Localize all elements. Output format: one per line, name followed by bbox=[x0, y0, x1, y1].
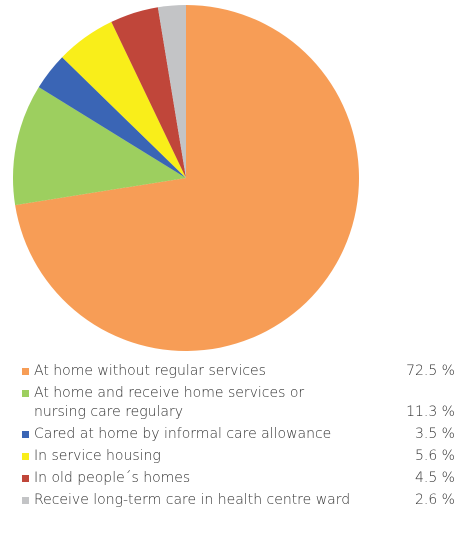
pie-slice bbox=[13, 87, 187, 206]
legend-swatch bbox=[22, 431, 29, 438]
legend-label-line: Receive long-term care in health centre … bbox=[34, 492, 350, 508]
legend-label-line: nursing care regulary bbox=[34, 404, 183, 420]
legend-label: Receive long-term care in health centre … bbox=[34, 492, 350, 508]
legend-label: At home without regular services bbox=[34, 363, 266, 379]
legend-label-line: At home and receive home services or bbox=[34, 385, 304, 401]
legend-swatch bbox=[22, 475, 29, 482]
legend-label: In old people´s homes bbox=[34, 470, 190, 486]
legend-label-line: In old people´s homes bbox=[34, 470, 190, 486]
legend-swatch bbox=[22, 390, 29, 397]
legend-label: At home and receive home services or nurs… bbox=[34, 385, 304, 420]
pie-slice bbox=[62, 21, 186, 179]
legend-value: 3.5 % bbox=[415, 426, 455, 442]
legend-swatch bbox=[22, 497, 29, 504]
legend-label-line: Cared at home by informal care allowance bbox=[34, 426, 331, 442]
pie-slice bbox=[38, 57, 186, 178]
legend-value: 11.3 % bbox=[406, 404, 455, 420]
pie-slice bbox=[15, 5, 360, 352]
legend-value: 72.5 % bbox=[406, 363, 455, 379]
legend-value: 4.5 % bbox=[415, 470, 455, 486]
legend-label: Cared at home by informal care allowance bbox=[34, 426, 331, 442]
legend-swatch bbox=[22, 453, 29, 460]
pie-slice bbox=[157, 5, 186, 178]
legend-label-line: In service housing bbox=[34, 448, 161, 464]
legend-label-line: At home without regular services bbox=[34, 363, 266, 379]
legend-value: 5.6 % bbox=[415, 448, 455, 464]
legend-value: 2.6 % bbox=[415, 492, 455, 508]
legend-swatch bbox=[22, 368, 29, 375]
pie-slice bbox=[111, 7, 186, 179]
legend-label: In service housing bbox=[34, 448, 161, 464]
